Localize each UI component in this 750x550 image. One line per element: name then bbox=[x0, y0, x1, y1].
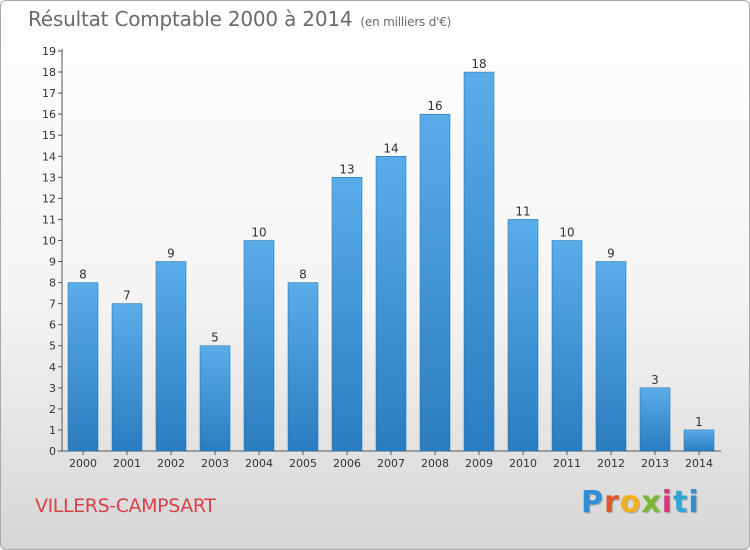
x-tick-label: 2008 bbox=[421, 457, 449, 470]
x-tick-label: 2012 bbox=[597, 457, 625, 470]
y-tick-label: 16 bbox=[42, 108, 56, 121]
y-tick-label: 18 bbox=[42, 66, 56, 79]
y-tick-label: 19 bbox=[42, 45, 56, 58]
data-label: 14 bbox=[383, 141, 398, 155]
x-tick-label: 2003 bbox=[201, 457, 229, 470]
y-tick-label: 5 bbox=[49, 340, 56, 353]
data-label: 11 bbox=[515, 204, 530, 218]
y-tick-label: 4 bbox=[49, 361, 56, 374]
y-tick-label: 3 bbox=[49, 382, 56, 395]
bar-2002 bbox=[155, 261, 187, 452]
proxiti-logo[interactable]: Proxiti bbox=[581, 485, 700, 520]
data-label: 13 bbox=[339, 162, 354, 176]
y-tick-label: 8 bbox=[49, 277, 56, 290]
data-label: 16 bbox=[427, 99, 442, 113]
bar-2003 bbox=[199, 345, 231, 452]
data-label: 10 bbox=[559, 225, 574, 239]
x-tick-label: 2007 bbox=[377, 457, 405, 470]
data-label: 10 bbox=[251, 225, 266, 239]
x-tick-label: 2004 bbox=[245, 457, 273, 470]
data-label: 18 bbox=[471, 57, 486, 71]
logo-letter: P bbox=[581, 485, 604, 520]
x-tick-label: 2006 bbox=[333, 457, 361, 470]
y-tick-label: 13 bbox=[42, 171, 56, 184]
bar-2005 bbox=[287, 282, 319, 452]
x-tick-label: 2013 bbox=[641, 457, 669, 470]
logo-letter: o bbox=[619, 485, 642, 520]
bar-2008 bbox=[419, 113, 451, 452]
y-tick-label: 15 bbox=[42, 129, 56, 142]
x-tick-label: 2001 bbox=[113, 457, 141, 470]
x-tick-label: 2002 bbox=[157, 457, 185, 470]
y-tick-label: 6 bbox=[49, 319, 56, 332]
data-label: 8 bbox=[299, 268, 307, 282]
data-label: 3 bbox=[651, 373, 659, 387]
y-tick-label: 9 bbox=[49, 256, 56, 269]
chart-title-text: Résultat Comptable 2000 à 2014 bbox=[28, 7, 353, 31]
bar-2004 bbox=[243, 240, 275, 452]
y-tick-label: 17 bbox=[42, 87, 56, 100]
logo-letter: t bbox=[673, 485, 689, 520]
bar-2009 bbox=[463, 71, 495, 452]
chart-subtitle: (en milliers d'€) bbox=[360, 15, 452, 29]
chart-title: Résultat Comptable 2000 à 2014 (en millie… bbox=[28, 7, 451, 31]
chart-bars bbox=[67, 71, 715, 452]
y-tick-label: 10 bbox=[42, 234, 56, 247]
y-tick-label: 11 bbox=[42, 213, 56, 226]
data-label: 8 bbox=[79, 268, 87, 282]
data-label: 5 bbox=[211, 331, 219, 345]
x-tick-label: 2009 bbox=[465, 457, 493, 470]
data-label: 9 bbox=[167, 247, 175, 261]
place-name: VILLERS-CAMPSART bbox=[35, 495, 216, 517]
x-tick-label: 2014 bbox=[685, 457, 713, 470]
data-label: 7 bbox=[123, 289, 131, 303]
bar-2006 bbox=[331, 177, 363, 452]
bar-2011 bbox=[551, 240, 583, 452]
logo-letter: i bbox=[661, 485, 674, 520]
y-tick-label: 14 bbox=[42, 150, 56, 163]
y-tick-label: 12 bbox=[42, 192, 56, 205]
bar-2001 bbox=[111, 303, 143, 452]
data-label: 1 bbox=[695, 415, 703, 429]
bar-2007 bbox=[375, 156, 407, 452]
bar-2010 bbox=[507, 219, 539, 452]
x-tick-label: 2005 bbox=[289, 457, 317, 470]
y-tick-label: 0 bbox=[49, 445, 56, 458]
bar-2000 bbox=[67, 282, 99, 452]
bar-2012 bbox=[595, 261, 627, 452]
x-tick-label: 2011 bbox=[553, 457, 581, 470]
bar-2013 bbox=[639, 387, 671, 452]
y-tick-label: 7 bbox=[49, 298, 56, 311]
logo-letter: x bbox=[641, 485, 662, 520]
y-tick-label: 1 bbox=[49, 424, 56, 437]
chart-data-labels: 8 7 9 5 10 8 13 14 16 18 11 10 9 3 1 bbox=[79, 57, 703, 429]
x-tick-label: 2010 bbox=[509, 457, 537, 470]
logo-letter: i bbox=[688, 485, 700, 520]
y-tick-label: 2 bbox=[49, 403, 56, 416]
bar-2014 bbox=[683, 429, 715, 452]
x-tick-label: 2000 bbox=[69, 457, 97, 470]
logo-letter: r bbox=[604, 485, 620, 520]
data-label: 9 bbox=[607, 247, 615, 261]
